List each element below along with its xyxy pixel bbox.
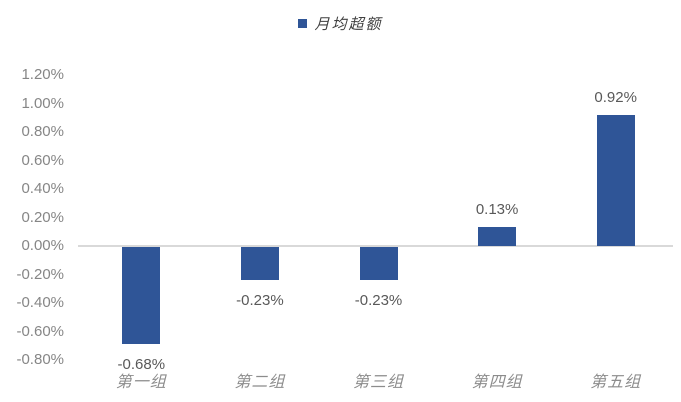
y-axis-tick-label: -0.60% — [16, 322, 64, 340]
legend-label: 月均超额 — [314, 17, 383, 33]
y-axis-tick-label: 0.20% — [21, 208, 64, 226]
bar-value-label: -0.23% — [236, 291, 284, 309]
y-axis-tick-label: 1.00% — [21, 94, 64, 112]
y-axis-tick-label: 0.00% — [21, 237, 64, 254]
y-axis-tick-label: 1.20% — [21, 66, 64, 83]
x-axis-label: 第一组 — [115, 374, 167, 391]
bar-value-label: -0.68% — [117, 355, 166, 373]
y-axis-tick-label: -0.80% — [16, 351, 64, 368]
y-axis-tick-label: -0.40% — [16, 294, 64, 311]
y-axis-tick-label: 0.80% — [21, 123, 64, 140]
x-axis-label: 第五组 — [590, 374, 642, 391]
bar-group-3 — [359, 247, 398, 280]
bar-group-5 — [596, 114, 635, 246]
bar-group-4 — [478, 227, 517, 246]
bar-value-label: 0.13% — [475, 201, 519, 219]
zero-axis-line — [78, 245, 673, 247]
x-axis-label: 第三组 — [352, 374, 404, 391]
y-axis-tick-label: 0.40% — [21, 180, 64, 197]
x-axis-label: 第二组 — [234, 374, 286, 391]
bar-value-label: 0.92% — [594, 88, 637, 106]
bar-group-2 — [240, 247, 279, 280]
y-axis-tick-label: -0.20% — [16, 265, 64, 283]
bar-group-1 — [122, 247, 161, 344]
bar-value-label: -0.23% — [354, 291, 403, 309]
chart-legend: 月均超额 — [0, 13, 681, 34]
legend-swatch-icon — [298, 19, 308, 28]
y-axis-tick-label: 0.60% — [21, 151, 64, 169]
x-axis-label: 第四组 — [471, 374, 523, 391]
